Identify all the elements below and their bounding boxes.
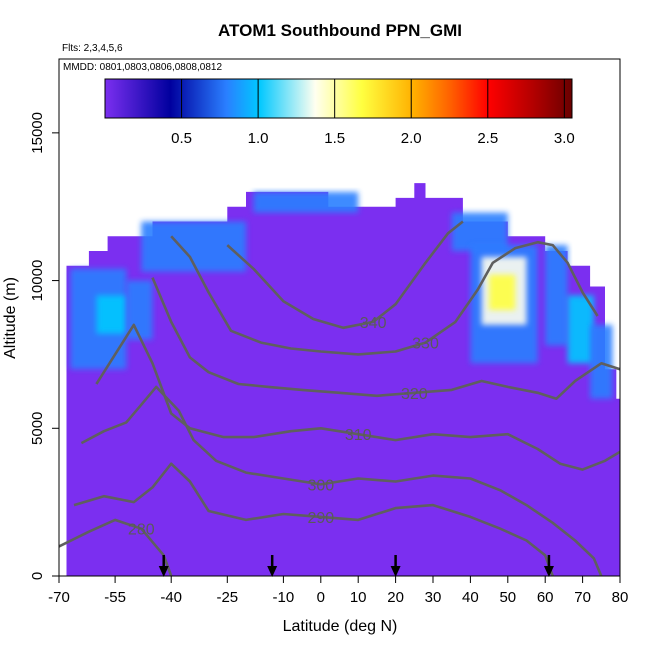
high-value-region xyxy=(545,245,568,346)
contour-line xyxy=(151,277,620,401)
x-tick-label: 40 xyxy=(462,589,479,606)
contour-label: 320 xyxy=(401,386,428,403)
x-axis: -70 -55 -40 -25 -10 0 10 20 30 40 50 60 70 80 xyxy=(48,575,629,606)
high-value-region xyxy=(489,274,516,311)
contour-label: 330 xyxy=(412,336,439,353)
contour-label: 280 xyxy=(128,522,155,539)
flight-arrow-head xyxy=(267,566,278,577)
x-tick-label: -25 xyxy=(216,589,238,606)
x-tick-label: 10 xyxy=(350,589,367,606)
high-value-region xyxy=(253,191,359,213)
x-tick-label: 50 xyxy=(499,589,516,606)
flight-arrow-head xyxy=(390,566,401,577)
x-tick-label: -10 xyxy=(273,589,295,606)
colorbar-tick-label: 2.5 xyxy=(477,130,498,147)
contour-label: 290 xyxy=(307,510,334,527)
colorbar-gradient xyxy=(104,78,573,119)
flights-note: Flts: 2,3,4,5,6 xyxy=(62,43,123,54)
y-tick-label: 15000 xyxy=(29,112,46,154)
high-value-region xyxy=(96,295,127,334)
colorbar-tick-label: 2.0 xyxy=(401,130,422,147)
high-value-region xyxy=(590,324,613,399)
contour-line xyxy=(80,385,603,576)
x-tick-label: -55 xyxy=(104,589,126,606)
flight-arrow-head xyxy=(158,566,169,577)
x-tick-label: -70 xyxy=(48,589,70,606)
x-tick-label: -40 xyxy=(160,589,182,606)
contour-line xyxy=(226,220,464,330)
contour-label: 300 xyxy=(307,477,334,494)
dates-note: MMDD: 0801,0803,0806,0808,0812 xyxy=(63,62,222,73)
colorbar-ticks: 0.5 1.0 1.5 2.0 2.5 3.0 xyxy=(171,79,575,147)
colorbar-tick-label: 1.0 xyxy=(248,130,269,147)
y-tick-label: 5000 xyxy=(29,412,46,445)
y-tick-label: 0 xyxy=(29,572,46,580)
x-tick-label: 80 xyxy=(612,589,629,606)
x-tick-label: 20 xyxy=(387,589,404,606)
contour-line xyxy=(95,323,620,471)
high-value-region xyxy=(451,212,508,252)
y-tick-label: 10000 xyxy=(29,260,46,302)
contour-lines: 280 290 300 310 320 330 340 xyxy=(59,220,620,576)
colorbar: 0.5 1.0 1.5 2.0 2.5 3.0 xyxy=(104,78,575,147)
y-axis-label: Altitude (m) xyxy=(2,277,19,359)
x-tick-label: 70 xyxy=(574,589,591,606)
contour-label: 340 xyxy=(360,315,387,332)
contour-line xyxy=(170,235,599,356)
x-tick-label: 60 xyxy=(537,589,554,606)
chart-title: ATOM1 Southbound PPN_GMI xyxy=(218,21,462,40)
flight-arrow-head xyxy=(543,566,554,577)
contour-label: 310 xyxy=(345,427,372,444)
high-value-region xyxy=(567,295,594,364)
colorbar-tick-label: 0.5 xyxy=(171,130,192,147)
flight-arrows xyxy=(158,555,554,577)
x-tick-label: 0 xyxy=(317,589,325,606)
colorbar-tick-label: 3.0 xyxy=(554,130,575,147)
contour-line xyxy=(73,462,554,576)
x-tick-label: 30 xyxy=(425,589,442,606)
x-axis-label: Latitude (deg N) xyxy=(283,618,398,635)
y-axis: 0 5000 10000 15000 xyxy=(29,59,60,580)
colorbar-tick-label: 1.5 xyxy=(324,130,345,147)
